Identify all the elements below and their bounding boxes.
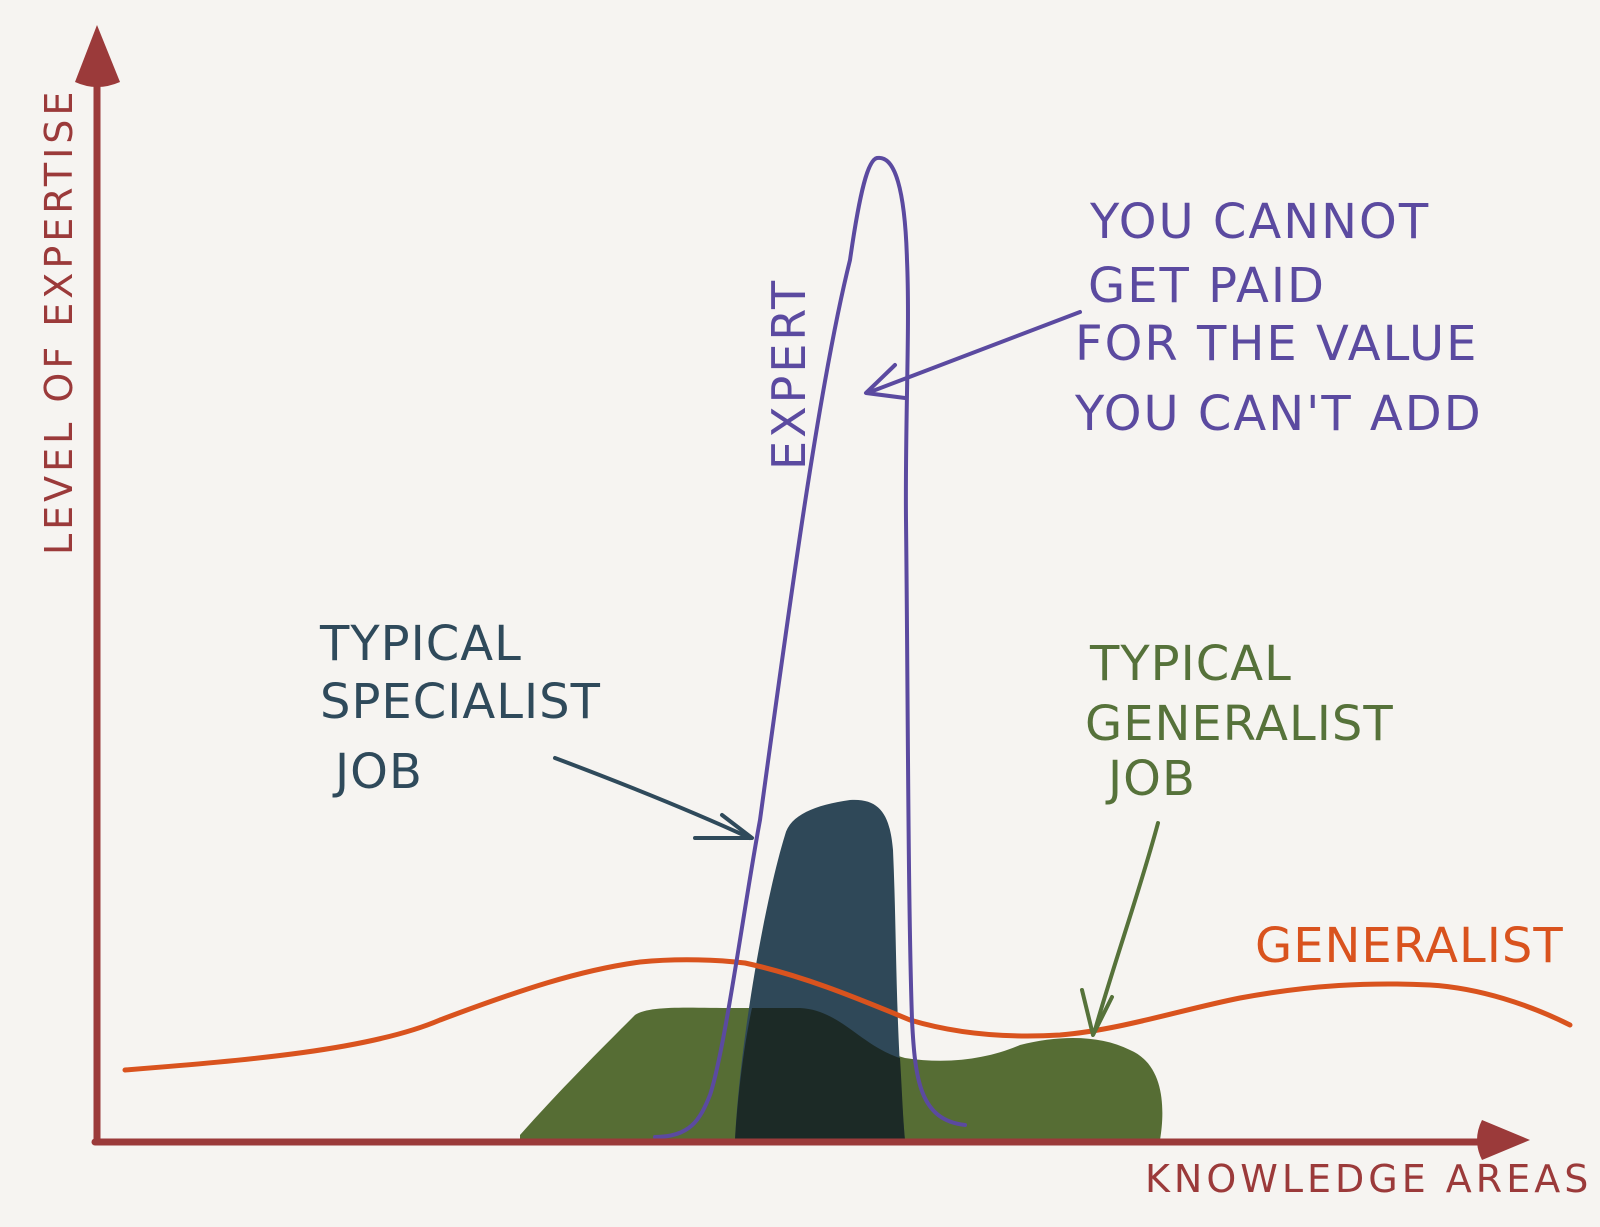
x-axis-label: KNOWLEDGE AREAS	[1145, 1157, 1592, 1201]
expert-note-arrowhead	[864, 363, 907, 400]
x-axis-arrowhead	[1477, 1120, 1530, 1160]
generalist-job-note-line-3: JOB	[1105, 751, 1196, 807]
expert-curve	[653, 155, 967, 1139]
specialist-note-line-3: JOB	[332, 744, 423, 800]
generalist-job-note-line-2: GENERALIST	[1085, 696, 1394, 752]
generalist-job-note-line-1: TYPICAL	[1089, 636, 1292, 692]
generalist-job-note-arrow	[1093, 821, 1160, 1032]
generalist-job-note-arrowhead	[1080, 988, 1114, 1037]
expert-note-line-3: FOR THE VALUE	[1075, 316, 1478, 372]
expert-note-line-1: YOU CANNOT	[1089, 194, 1430, 250]
y-axis-label: LEVEL OF EXPERTISE	[37, 88, 81, 555]
generalist-curve	[122, 957, 1573, 1073]
expert-note-line-4: YOU CAN'T ADD	[1074, 386, 1483, 442]
specialist-note-line-2: SPECIALIST	[320, 674, 601, 730]
expert-curve-label: EXPERT	[762, 278, 816, 470]
overlap-shape	[735, 1008, 905, 1140]
expert-note: YOU CANNOT GET PAID FOR THE VALUE YOU CA…	[1074, 194, 1483, 442]
generalist-curve-label: GENERALIST	[1255, 918, 1564, 974]
specialist-note-line-1: TYPICAL	[319, 616, 522, 672]
specialist-note: TYPICAL SPECIALIST JOB	[319, 616, 601, 800]
specialist-note-arrow	[553, 756, 752, 840]
expert-note-arrow	[868, 310, 1082, 394]
generalist-job-note: TYPICAL GENERALIST JOB	[1085, 636, 1394, 807]
y-axis-arrowhead	[75, 25, 120, 87]
specialist-note-arrowhead	[693, 813, 754, 840]
expert-note-line-2: GET PAID	[1088, 258, 1326, 314]
